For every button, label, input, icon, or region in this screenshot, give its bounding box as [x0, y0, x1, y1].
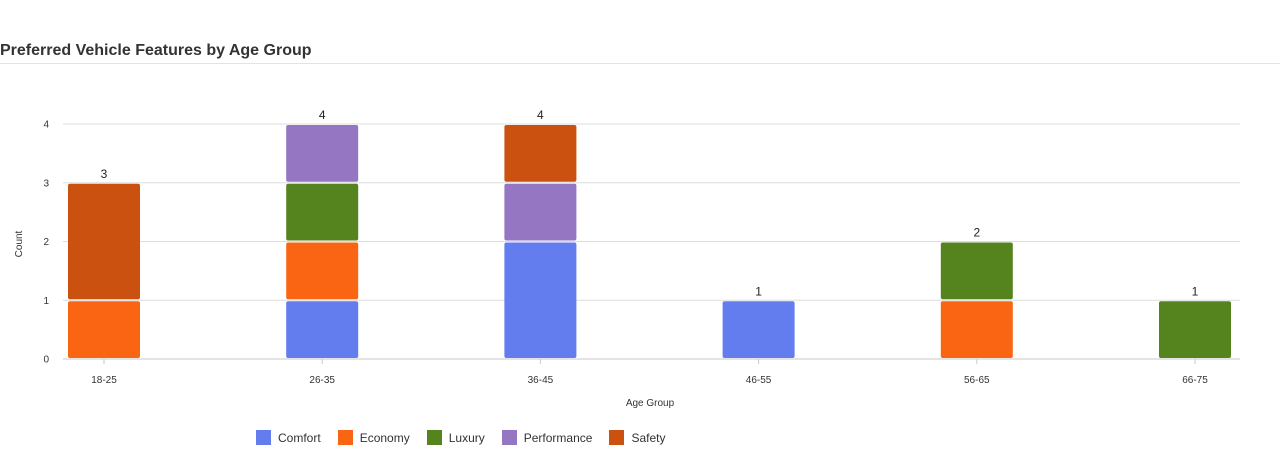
bars: 3 4 4 1 2 1 — [68, 108, 1231, 358]
bar-segment — [68, 183, 140, 300]
bar-segment — [286, 301, 359, 358]
y-tick-label: 2 — [43, 237, 49, 248]
legend: Comfort Economy Luxury Performance Safety — [256, 430, 682, 445]
legend-label: Performance — [523, 430, 593, 445]
y-tick-label: 0 — [43, 355, 49, 366]
bar-total-label: 4 — [537, 108, 544, 122]
bar-segment — [1159, 301, 1231, 358]
legend-label: Economy — [359, 430, 410, 445]
chart-title: Preferred Vehicle Features by Age Group — [0, 42, 312, 59]
x-tick-label: 56-65 — [964, 375, 990, 386]
legend-label: Safety — [631, 430, 666, 445]
title-divider — [0, 63, 1280, 64]
legend-item[interactable]: Comfort — [256, 430, 321, 445]
legend-swatch — [256, 430, 271, 445]
bar-segment — [940, 242, 1013, 300]
x-tick-label: 46-55 — [746, 375, 772, 386]
gridlines — [63, 123, 1240, 360]
bar-segment — [68, 301, 140, 358]
bar-segment — [286, 242, 359, 300]
legend-swatch — [609, 430, 625, 445]
legend-label: Luxury — [448, 430, 485, 445]
bar-segment — [286, 125, 359, 182]
bar-total-label: 1 — [1192, 284, 1199, 298]
y-axis-ticks: 0 1 2 3 4 — [43, 120, 49, 366]
bar-total-label: 1 — [755, 284, 762, 298]
bar-segment — [504, 242, 577, 358]
legend-label: Comfort — [278, 430, 321, 445]
legend-item[interactable]: Luxury — [426, 430, 485, 445]
legend-swatch — [426, 430, 442, 445]
legend-item[interactable]: Performance — [501, 430, 593, 445]
x-axis-ticks: 18-25 26-35 36-45 46-55 56-65 66-75 — [91, 359, 1208, 386]
bar-segment — [722, 301, 795, 358]
bar-total-label: 4 — [319, 108, 326, 122]
x-tick-label: 18-25 — [91, 375, 117, 386]
x-tick-label: 26-35 — [309, 375, 335, 386]
y-tick-label: 3 — [43, 178, 49, 189]
bar-total-label: 3 — [101, 167, 108, 181]
legend-item[interactable]: Economy — [337, 430, 410, 445]
legend-swatch — [501, 430, 517, 445]
legend-swatch — [337, 430, 353, 445]
y-axis-label: Count — [14, 230, 25, 257]
y-tick-label: 1 — [43, 296, 49, 307]
bar-segment — [940, 301, 1013, 358]
bar-segment — [504, 183, 577, 241]
bar-segment — [504, 125, 577, 182]
y-tick-label: 4 — [43, 120, 49, 131]
bar-segment — [286, 183, 359, 241]
x-axis-label: Age Group — [626, 398, 675, 409]
legend-item[interactable]: Safety — [609, 430, 665, 445]
x-tick-label: 36-45 — [528, 375, 554, 386]
x-tick-label: 66-75 — [1182, 375, 1208, 386]
bar-total-label: 2 — [973, 226, 980, 240]
